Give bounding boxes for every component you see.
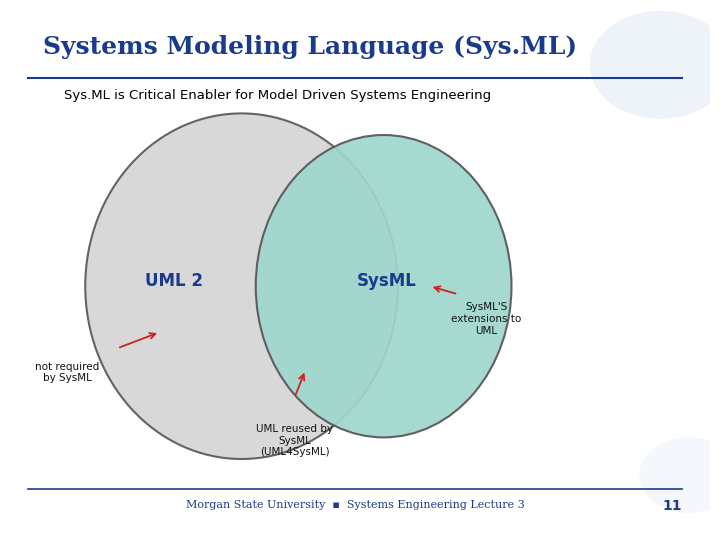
- Circle shape: [590, 11, 720, 119]
- Text: not required
by SysML: not required by SysML: [35, 362, 99, 383]
- Text: UML 2: UML 2: [145, 272, 203, 290]
- Text: Morgan State University  ▪  Systems Engineering Lecture 3: Morgan State University ▪ Systems Engine…: [186, 500, 525, 510]
- Ellipse shape: [85, 113, 398, 459]
- Text: Systems Modeling Language (Sys.ML): Systems Modeling Language (Sys.ML): [42, 35, 577, 59]
- Text: SysML: SysML: [357, 272, 417, 290]
- Ellipse shape: [256, 135, 511, 437]
- Circle shape: [639, 437, 720, 513]
- Text: SysML'S
extensions to
UML: SysML'S extensions to UML: [451, 302, 522, 335]
- Text: UML reused by
SysML
(UML4SysML): UML reused by SysML (UML4SysML): [256, 424, 333, 457]
- Text: 11: 11: [662, 500, 682, 514]
- Text: Sys.ML is Critical Enabler for Model Driven Systems Engineering: Sys.ML is Critical Enabler for Model Dri…: [64, 89, 491, 102]
